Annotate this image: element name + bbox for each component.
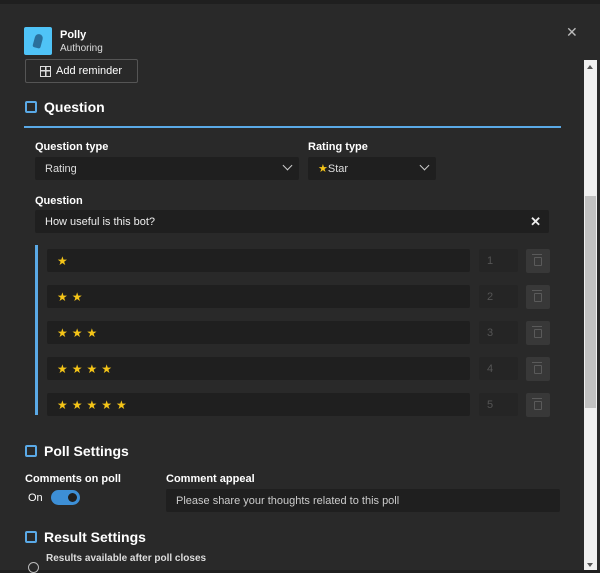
result-settings-heading: Result Settings (44, 529, 146, 545)
delete-option-button[interactable] (526, 249, 550, 273)
delete-option-button[interactable] (526, 357, 550, 381)
options-bar (35, 245, 38, 415)
poll-settings-icon (25, 445, 37, 457)
comment-appeal-input[interactable]: Please share your thoughts related to th… (166, 489, 560, 512)
question-icon (25, 101, 37, 113)
add-reminder-button[interactable]: Add reminder (25, 59, 138, 83)
question-type-dropdown[interactable]: Rating (35, 157, 299, 180)
comments-label: Comments on poll (25, 473, 121, 485)
trash-icon (532, 397, 542, 410)
rating-type-label: Rating type (308, 141, 368, 153)
rating-option-input[interactable]: ★★★★★ (47, 393, 470, 416)
rating-option-value[interactable]: 2 (479, 285, 518, 308)
comment-appeal-placeholder: Please share your thoughts related to th… (176, 494, 400, 507)
trash-icon (532, 325, 542, 338)
question-type-label: Question type (35, 141, 109, 153)
result-option-label: Results available after poll closes (46, 553, 207, 564)
rating-type-value: Star (327, 162, 349, 175)
app-subtitle: Authoring (60, 43, 103, 54)
result-radio[interactable] (28, 562, 39, 573)
chevron-down-icon (419, 160, 430, 171)
star-rating: ★★★★ (57, 361, 117, 376)
delete-option-button[interactable] (526, 285, 550, 309)
comments-toggle[interactable] (51, 490, 80, 505)
rating-option-value[interactable]: 5 (479, 393, 518, 416)
question-input[interactable]: How useful is this bot? ✕ (35, 210, 549, 233)
star-rating: ★ (57, 253, 72, 268)
trash-icon (532, 361, 542, 374)
rating-option-input[interactable]: ★★★★ (47, 357, 470, 380)
rating-option-input[interactable]: ★★★ (47, 321, 470, 344)
close-icon[interactable]: ✕ (566, 24, 578, 40)
rating-option-value[interactable]: 4 (479, 357, 518, 380)
scrollbar-thumb[interactable] (585, 196, 596, 408)
chevron-down-icon (282, 160, 293, 171)
poll-settings-heading: Poll Settings (44, 443, 129, 459)
result-settings-icon (25, 531, 37, 543)
polly-logo (24, 27, 52, 55)
add-reminder-label: Add reminder (56, 65, 123, 77)
star-icon: ★ (318, 163, 328, 175)
star-rating: ★★★★★ (57, 397, 131, 412)
question-type-value: Rating (45, 162, 77, 175)
question-label: Question (35, 195, 83, 207)
app-name: Polly (60, 29, 87, 41)
polly-dialog: Polly Authoring ✕ Add reminder Question … (0, 4, 600, 573)
trash-icon (532, 289, 542, 302)
question-heading: Question (44, 99, 105, 115)
scroll-up-arrow[interactable] (587, 65, 593, 69)
rating-option-value[interactable]: 1 (479, 249, 518, 272)
trash-icon (532, 253, 542, 266)
grid-icon (40, 65, 51, 77)
rating-type-dropdown[interactable]: ★ Star (308, 157, 436, 180)
star-rating: ★★★ (57, 325, 102, 340)
divider (24, 126, 561, 128)
clear-icon[interactable]: ✕ (530, 214, 541, 229)
rating-option-input[interactable]: ★ (47, 249, 470, 272)
toggle-state: On (28, 492, 43, 504)
scroll-down-arrow[interactable] (587, 563, 593, 567)
delete-option-button[interactable] (526, 321, 550, 345)
delete-option-button[interactable] (526, 393, 550, 417)
comment-appeal-label: Comment appeal (166, 473, 255, 485)
star-rating: ★★ (57, 289, 87, 304)
question-value: How useful is this bot? (45, 215, 156, 228)
rating-option-input[interactable]: ★★ (47, 285, 470, 308)
rating-option-value[interactable]: 3 (479, 321, 518, 344)
scrollbar[interactable] (584, 60, 597, 570)
